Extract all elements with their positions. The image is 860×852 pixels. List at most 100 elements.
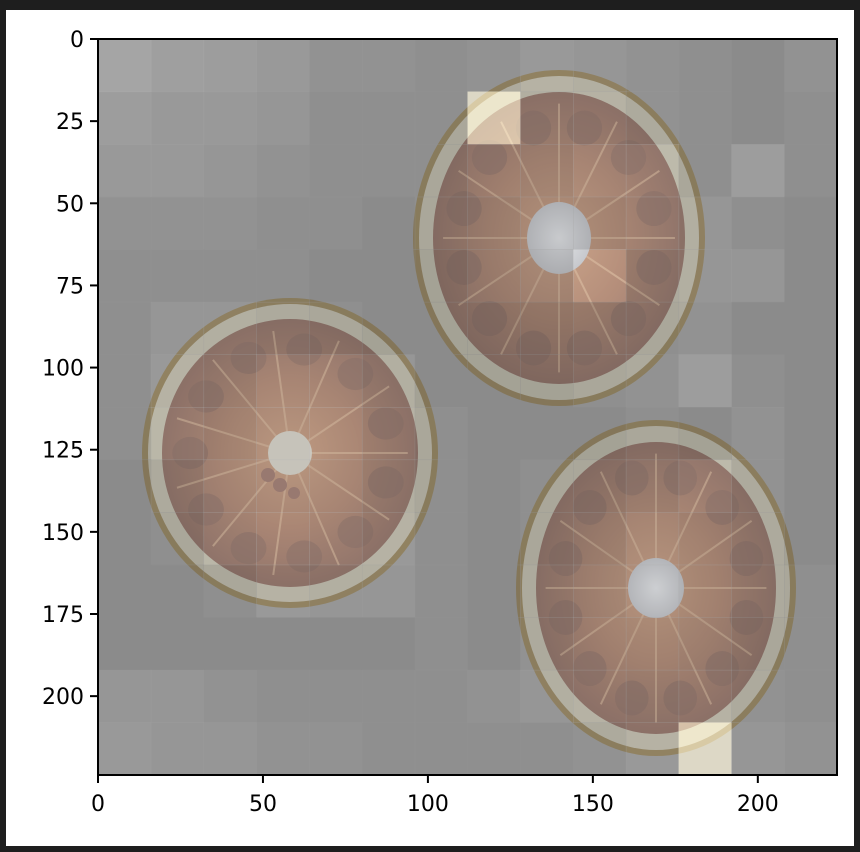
heatmap-cell bbox=[573, 91, 627, 145]
heatmap-cell bbox=[150, 91, 205, 145]
heatmap-cell bbox=[467, 617, 521, 671]
y-tick-label: 50 bbox=[56, 192, 84, 217]
heatmap-cell bbox=[361, 91, 416, 145]
heatmap-cell bbox=[467, 459, 521, 513]
heatmap-cell bbox=[203, 617, 257, 671]
heatmap-cell bbox=[625, 39, 680, 93]
heatmap-cell bbox=[784, 39, 837, 93]
y-tick-label: 125 bbox=[42, 439, 84, 464]
heatmap-cell bbox=[150, 39, 205, 93]
heatmap-cell bbox=[467, 249, 521, 303]
heatmap-cell bbox=[467, 301, 521, 355]
heatmap-cell bbox=[678, 91, 732, 145]
heatmap-cell bbox=[467, 196, 521, 250]
heatmap-cell bbox=[98, 301, 152, 355]
heatmap-cell bbox=[678, 354, 732, 408]
y-tick-label: 200 bbox=[42, 685, 84, 710]
heatmap-cell bbox=[150, 144, 205, 198]
y-tick-label: 100 bbox=[42, 357, 84, 382]
heatmap-cell bbox=[150, 301, 205, 355]
heatmap-cell bbox=[203, 91, 257, 145]
heatmap-cell bbox=[573, 144, 627, 198]
heatmap-cell bbox=[203, 196, 257, 250]
heatmap-cell bbox=[98, 354, 152, 408]
image-content bbox=[98, 39, 837, 775]
axes-frame bbox=[97, 38, 838, 776]
heatmap-cell bbox=[520, 407, 574, 461]
heatmap-cell bbox=[256, 249, 310, 303]
heatmap-cell bbox=[625, 564, 680, 618]
heatmap-cell bbox=[309, 407, 363, 461]
heatmap-cell bbox=[784, 617, 837, 671]
heatmap-cell bbox=[678, 669, 732, 723]
heatmap-cell bbox=[361, 512, 416, 566]
y-tick-label: 0 bbox=[70, 28, 84, 53]
heatmap-cell bbox=[678, 249, 732, 303]
heatmap-cell bbox=[731, 564, 785, 618]
heatmap-cell bbox=[784, 512, 837, 566]
heatmap-cell bbox=[731, 39, 785, 93]
y-tick-label: 25 bbox=[56, 110, 84, 135]
heatmap-cell bbox=[678, 617, 732, 671]
heatmap-cell bbox=[361, 196, 416, 250]
heatmap-cell bbox=[784, 407, 837, 461]
heatmap-cell bbox=[414, 301, 468, 355]
heatmap-cell bbox=[203, 459, 257, 513]
x-tick-label: 50 bbox=[249, 792, 277, 817]
heatmap-cell bbox=[414, 249, 468, 303]
heatmap-cell bbox=[784, 564, 837, 618]
heatmap-cell bbox=[150, 617, 205, 671]
y-tick-label: 175 bbox=[42, 603, 84, 628]
heatmap-cell bbox=[467, 39, 521, 93]
heatmap-cell bbox=[678, 196, 732, 250]
figure-frame: 0 50 100 150 200 0 25 50 75 100 125 150 175 200 bbox=[6, 10, 854, 846]
heatmap-cell bbox=[309, 722, 363, 775]
heatmap-cell bbox=[150, 196, 205, 250]
heatmap-cell bbox=[256, 301, 310, 355]
heatmap-cell bbox=[361, 459, 416, 513]
heatmap-cell bbox=[467, 722, 521, 775]
heatmap-cell bbox=[678, 39, 732, 93]
heatmap-cell bbox=[361, 301, 416, 355]
heatmap-cell bbox=[309, 669, 363, 723]
heatmap-cell bbox=[625, 91, 680, 145]
heatmap-cell bbox=[731, 196, 785, 250]
heatmap-cell bbox=[573, 669, 627, 723]
heatmap-cell bbox=[467, 354, 521, 408]
heatmap-cell bbox=[98, 512, 152, 566]
heatmap-cell bbox=[414, 354, 468, 408]
heatmap-cell bbox=[203, 354, 257, 408]
heatmap-cell bbox=[625, 196, 680, 250]
heatmap-cell bbox=[731, 617, 785, 671]
heatmap-cell bbox=[731, 722, 785, 775]
heatmap-cell bbox=[414, 91, 468, 145]
heatmap-cell bbox=[361, 249, 416, 303]
heatmap-cell bbox=[98, 722, 152, 775]
heatmap-cell bbox=[467, 564, 521, 618]
heatmap-cell bbox=[361, 564, 416, 618]
y-tick-label: 75 bbox=[56, 274, 84, 299]
heatmap-cell bbox=[731, 512, 785, 566]
x-tick-label: 150 bbox=[572, 792, 614, 817]
heatmap-highlight-cell bbox=[467, 91, 521, 145]
heatmap-cell bbox=[520, 512, 574, 566]
heatmap-cell bbox=[150, 669, 205, 723]
heatmap-cell bbox=[520, 301, 574, 355]
heatmap-cell bbox=[414, 669, 468, 723]
heatmap-cell bbox=[520, 354, 574, 408]
heatmap-highlight-cell bbox=[678, 722, 732, 775]
heatmap-cell bbox=[467, 407, 521, 461]
heatmap-cell bbox=[203, 144, 257, 198]
heatmap-cell bbox=[731, 144, 785, 198]
heatmap-cell bbox=[150, 722, 205, 775]
y-axis: 0 25 50 75 100 125 150 175 200 bbox=[42, 28, 98, 710]
heatmap-cell bbox=[203, 669, 257, 723]
heatmap-cell bbox=[203, 301, 257, 355]
image-plot: 0 50 100 150 200 0 25 50 75 100 125 150 175 200 bbox=[42, 28, 838, 817]
heatmap-cell bbox=[573, 301, 627, 355]
heatmap-cell bbox=[678, 301, 732, 355]
heatmap-cell bbox=[784, 196, 837, 250]
heatmap-cell bbox=[309, 91, 363, 145]
heatmap-cell bbox=[573, 249, 627, 303]
heatmap-cell bbox=[203, 249, 257, 303]
